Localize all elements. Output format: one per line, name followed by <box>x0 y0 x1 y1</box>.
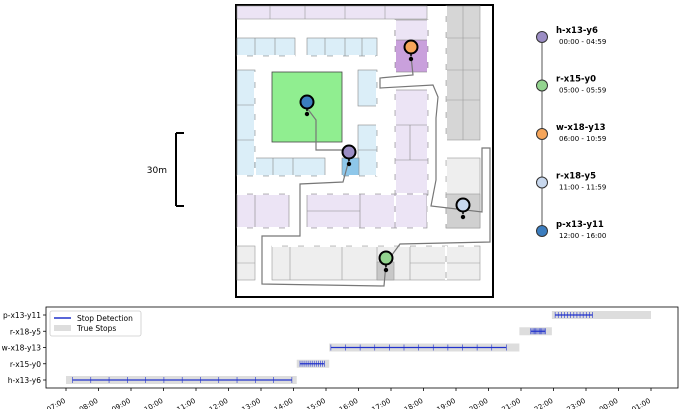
room <box>236 69 256 177</box>
legend-stop-id: w-x18-y13 <box>556 123 606 133</box>
stop-detection-label: Stop Detection <box>77 314 133 323</box>
legend-marker-r-x15-y0 <box>536 79 548 92</box>
room <box>236 5 428 20</box>
room <box>254 157 326 177</box>
x-tick-label: 14:00 <box>273 397 294 409</box>
stop-legend: h-x13-y6 00:00 - 04:59 r-x15-y0 05:00 - 05:… <box>536 26 606 240</box>
row-label: r-x18-y5 <box>10 327 41 336</box>
x-tick-label: 09:00 <box>111 397 132 409</box>
true-stops-label: True Stops <box>76 324 116 333</box>
legend-stop-time: 12:00 - 16:00 <box>559 232 606 240</box>
row-label: h-x13-y6 <box>8 376 41 385</box>
pin-green <box>378 250 394 273</box>
row-label: r-x15-y0 <box>10 360 41 369</box>
room <box>236 193 290 229</box>
pin-light-blue <box>455 197 471 220</box>
legend-stop-id: r-x15-y0 <box>556 75 596 85</box>
row-label: p-x13-y11 <box>3 311 41 320</box>
x-tick-label: 01:00 <box>631 397 652 409</box>
room-purple-stop <box>341 157 360 177</box>
x-tick-label: 16:00 <box>338 397 359 409</box>
x-tick-label: 12:00 <box>208 397 229 409</box>
legend-stop-time: 06:00 - 10:59 <box>559 135 606 143</box>
x-tick-label: 15:00 <box>306 397 327 409</box>
legend-stop-time: 05:00 - 05:59 <box>559 87 606 95</box>
legend-stop-id: h-x13-y6 <box>556 26 598 36</box>
floor-map <box>235 4 494 298</box>
x-tick-label: 13:00 <box>241 397 262 409</box>
timeline-chart: p-x13-y11 r-x18-y5 w-x18-y13 r-x15-y0 h-x13-… <box>2 306 679 409</box>
true-stop-bar <box>551 311 651 319</box>
scale-bar-label: 30m <box>147 166 167 176</box>
x-tick-label: 19:00 <box>436 397 457 409</box>
room <box>306 37 378 57</box>
legend-marker-p-x13-y11 <box>536 225 548 237</box>
room <box>236 37 296 57</box>
pin-orange <box>403 39 419 62</box>
x-tick-label: 23:00 <box>566 397 587 409</box>
timeline-legend: Stop Detection True Stops <box>49 310 142 337</box>
x-tick-label: 17:00 <box>371 397 392 409</box>
legend-stop-id: r-x18-y5 <box>556 172 596 182</box>
legend-marker-w-x18-y13 <box>536 128 548 140</box>
room <box>357 124 378 177</box>
legend-marker-r-x18-y5 <box>536 176 548 189</box>
x-tick-label: 21:00 <box>501 397 522 409</box>
pin-purple <box>341 144 357 167</box>
scale-bar: 30m <box>147 132 184 207</box>
x-tick-label: 08:00 <box>78 397 99 409</box>
x-tick-label: 11:00 <box>176 397 197 409</box>
x-tick-label: 00:00 <box>598 397 619 409</box>
room <box>357 69 378 107</box>
legend-stop-id: p-x13-y11 <box>556 220 604 230</box>
room <box>394 19 429 41</box>
x-tick-label: 10:00 <box>143 397 164 409</box>
legend-stop-time: 11:00 - 11:59 <box>559 184 606 192</box>
legend-marker-h-x13-y6 <box>536 31 548 43</box>
x-tick-label: 07:00 <box>46 397 67 409</box>
legend-stop-time: 00:00 - 04:59 <box>559 38 606 46</box>
room <box>394 89 429 196</box>
pin-dark-blue <box>299 94 315 117</box>
x-tick-label: 22:00 <box>533 397 554 409</box>
x-tick-label: 18:00 <box>403 397 424 409</box>
true-stops-swatch <box>54 325 71 331</box>
x-tick-label: 20:00 <box>468 397 489 409</box>
row-label: w-x18-y13 <box>2 344 42 353</box>
